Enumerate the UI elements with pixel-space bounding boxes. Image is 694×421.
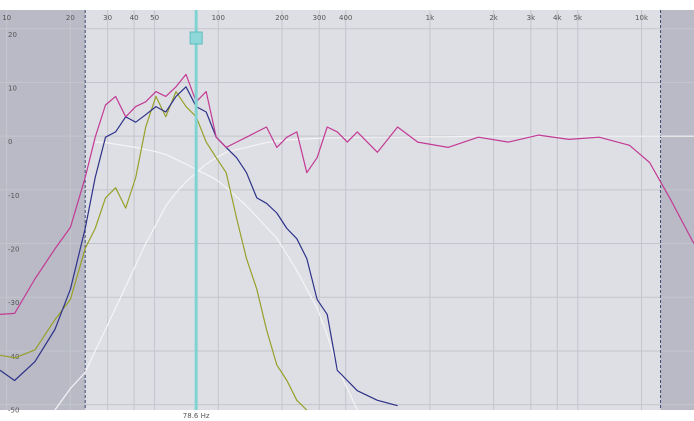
response-line bbox=[0, 86, 398, 407]
x-tick-label: 5k bbox=[574, 14, 583, 22]
response-line bbox=[54, 135, 694, 411]
x-tick-label: 4k bbox=[553, 14, 562, 22]
excluded-region bbox=[0, 10, 86, 410]
x-tick-label: 3k bbox=[527, 14, 536, 22]
x-tick-label: 300 bbox=[313, 14, 326, 22]
y-tick-label: -50 bbox=[8, 407, 19, 415]
x-tick-label: 2k bbox=[489, 14, 498, 22]
x-tick-label: 10k bbox=[635, 14, 649, 22]
y-tick-label: -10 bbox=[8, 192, 19, 200]
x-tick-label: 200 bbox=[275, 14, 288, 22]
x-tick-label: 50 bbox=[150, 14, 159, 22]
x-tick-label: 100 bbox=[212, 14, 225, 22]
y-tick-label: 10 bbox=[8, 84, 17, 92]
x-tick-label: 400 bbox=[339, 14, 352, 22]
y-tick-label: 20 bbox=[8, 31, 17, 39]
x-tick-label: 40 bbox=[130, 14, 139, 22]
x-tick-label: 10 bbox=[2, 14, 11, 22]
plot-area bbox=[0, 10, 694, 410]
y-tick-label: -40 bbox=[8, 353, 19, 361]
y-tick-label: -20 bbox=[8, 246, 19, 254]
y-tick-label: 0 bbox=[8, 138, 12, 146]
response-line bbox=[95, 141, 358, 411]
cursor-handle[interactable] bbox=[189, 31, 203, 45]
response-line bbox=[0, 73, 694, 315]
excluded-region bbox=[660, 10, 694, 410]
y-tick-label: -30 bbox=[8, 299, 19, 307]
x-tick-label: 20 bbox=[66, 14, 75, 22]
x-tick-label: 30 bbox=[103, 14, 112, 22]
x-tick-label: 1k bbox=[426, 14, 435, 22]
cursor-label: 78.6 Hz bbox=[183, 412, 210, 420]
